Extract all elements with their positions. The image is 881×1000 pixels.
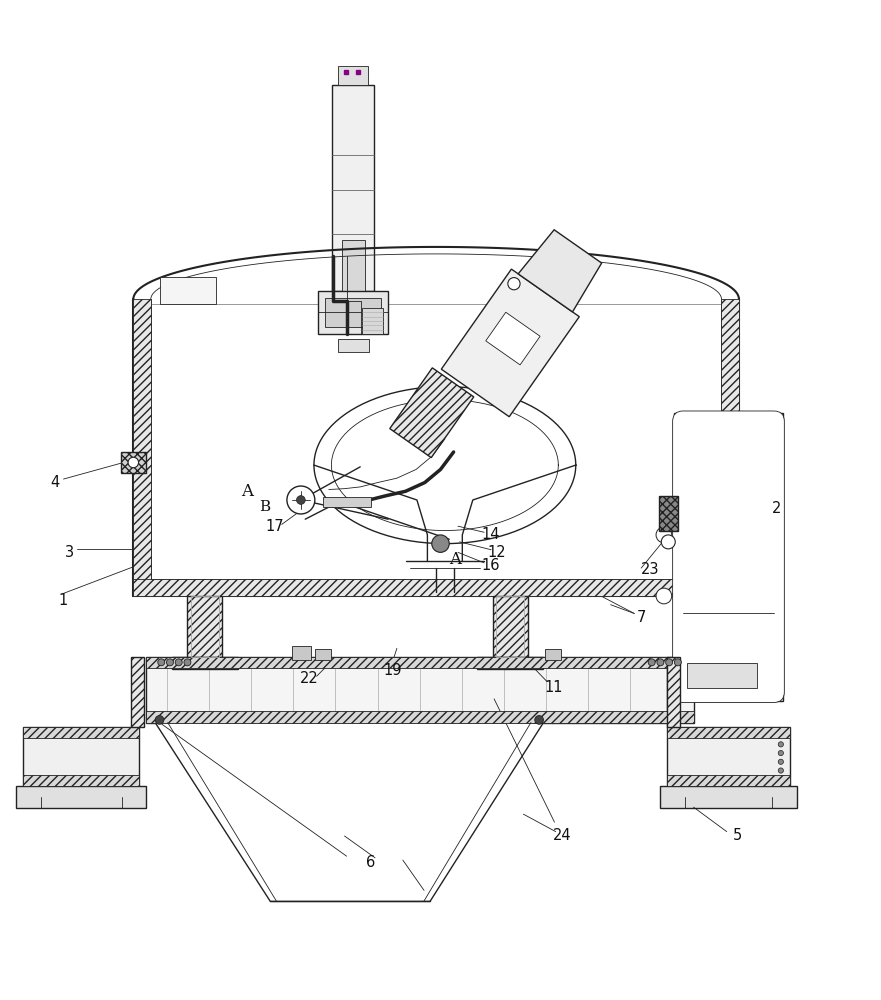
Bar [133,579,739,596]
Bar [191,596,218,657]
Bar [145,657,693,668]
Text: 2: 2 [772,501,781,516]
Circle shape [656,527,671,543]
Bar [292,646,311,660]
Circle shape [778,759,783,764]
Text: 5: 5 [733,828,742,843]
Bar [145,657,693,723]
Circle shape [662,535,675,549]
Text: 12: 12 [488,545,507,560]
Circle shape [158,659,165,666]
Text: 4: 4 [50,475,59,490]
Circle shape [674,659,681,666]
Bar [722,299,739,596]
Text: 19: 19 [383,663,402,678]
Circle shape [666,659,672,666]
Circle shape [778,768,783,773]
Text: 24: 24 [553,828,572,843]
Text: A: A [449,551,462,568]
Bar [674,413,782,701]
Bar [17,786,146,808]
Circle shape [155,716,164,724]
Bar [24,727,139,738]
Text: 11: 11 [544,680,563,695]
Circle shape [167,659,174,666]
Bar [478,657,544,669]
Bar [24,727,139,786]
Polygon shape [485,312,540,365]
Polygon shape [441,269,580,417]
Circle shape [432,535,449,552]
Bar [159,277,216,304]
Bar [668,727,789,786]
Bar [188,596,222,657]
Bar [325,298,381,327]
Bar [496,596,524,657]
Bar [315,649,330,660]
Bar [668,775,789,786]
Bar [332,85,374,291]
Text: 22: 22 [300,671,319,686]
Text: 1: 1 [59,593,68,608]
Circle shape [297,496,305,504]
Bar [338,66,368,85]
Circle shape [287,486,315,514]
Bar [661,786,796,808]
Bar [121,452,145,473]
Circle shape [657,659,664,666]
Bar [687,663,758,688]
Bar [24,775,139,786]
Bar [545,649,561,660]
Bar [659,496,677,531]
Circle shape [128,457,138,468]
Bar [492,596,528,657]
Circle shape [778,750,783,756]
Polygon shape [389,368,474,458]
Circle shape [648,659,655,666]
Polygon shape [518,230,602,312]
Text: 16: 16 [482,558,500,573]
Bar [342,240,365,291]
Text: 7: 7 [637,610,646,625]
Text: B: B [259,500,270,514]
Circle shape [778,742,783,747]
Bar [318,291,389,334]
Text: 6: 6 [366,855,375,870]
Circle shape [535,716,544,724]
Text: 17: 17 [265,519,284,534]
Circle shape [184,659,191,666]
Bar [145,711,693,723]
Circle shape [656,588,671,604]
Bar [668,657,680,727]
Circle shape [175,659,182,666]
Bar [133,299,151,596]
Text: A: A [241,483,253,500]
FancyBboxPatch shape [672,411,784,702]
Bar [362,308,383,334]
Bar [659,496,677,531]
Text: 3: 3 [65,545,74,560]
Circle shape [507,278,520,290]
Bar [668,727,789,738]
Bar [172,657,238,669]
Bar [337,339,369,352]
Bar [322,497,371,507]
Text: 23: 23 [640,562,659,577]
Bar [130,657,144,727]
Text: 14: 14 [482,527,500,542]
Polygon shape [155,723,544,901]
